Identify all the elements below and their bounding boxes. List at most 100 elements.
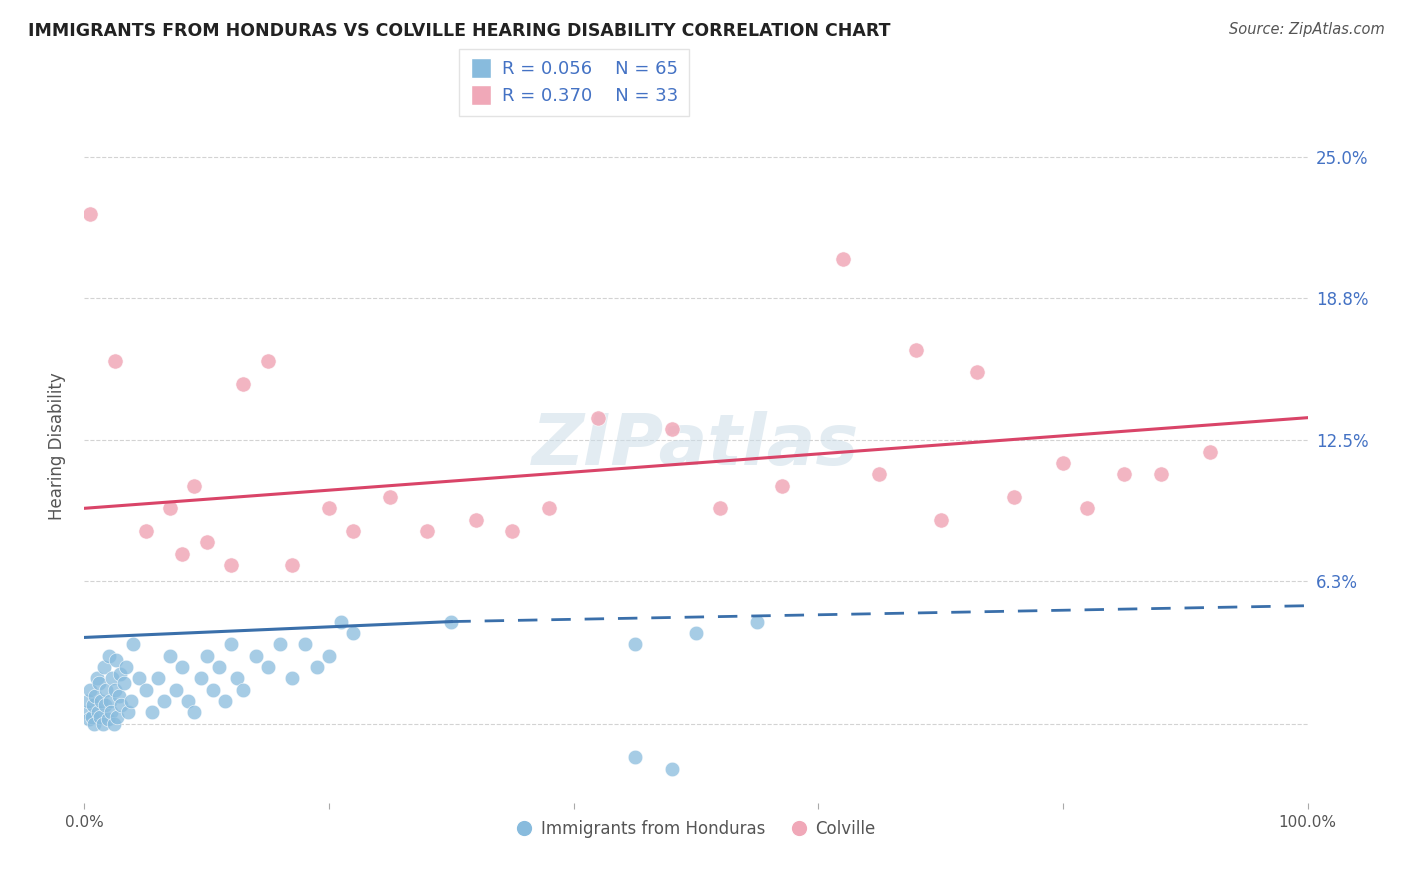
Point (120, 694, 142, 708)
Point (294, 637, 316, 651)
Point (107, 690, 129, 704)
Point (305, 660, 328, 674)
Point (1198, 444, 1220, 458)
Point (966, 365, 988, 379)
Point (869, 467, 891, 482)
Text: IMMIGRANTS FROM HONDURAS VS COLVILLE HEARING DISABILITY CORRELATION CHART: IMMIGRANTS FROM HONDURAS VS COLVILLE HEA… (28, 22, 890, 40)
Point (141, 705, 163, 719)
Point (502, 524, 524, 538)
Point (232, 682, 254, 697)
Text: ZIPatlas: ZIPatlas (533, 411, 859, 481)
Point (89, 709, 111, 723)
Point (195, 535, 218, 549)
Point (1076, 501, 1098, 516)
Point (83, 716, 105, 731)
Point (177, 694, 200, 708)
Point (80, 709, 103, 723)
Y-axis label: Hearing Disability: Hearing Disability (48, 372, 66, 520)
Point (153, 694, 176, 708)
Point (90, 694, 112, 708)
Point (1114, 467, 1136, 482)
Point (464, 513, 486, 527)
Text: Source: ZipAtlas.com: Source: ZipAtlas.com (1229, 22, 1385, 37)
Point (245, 648, 267, 663)
Point (770, 478, 793, 492)
Point (416, 524, 439, 538)
Point (135, 682, 157, 697)
Legend: Immigrants from Honduras, Colville: Immigrants from Honduras, Colville (509, 814, 883, 845)
Point (232, 376, 254, 391)
Point (97, 712, 120, 726)
Point (82, 698, 104, 713)
Point (709, 501, 731, 516)
Point (112, 675, 135, 690)
Point (183, 705, 205, 719)
Point (257, 660, 280, 674)
Point (108, 666, 131, 681)
Point (93, 660, 115, 674)
Point (624, 637, 647, 651)
Point (201, 682, 224, 697)
Point (128, 671, 150, 685)
Point (79, 682, 101, 697)
Point (94, 698, 117, 713)
Point (342, 626, 364, 640)
Point (661, 762, 683, 776)
Point (100, 705, 122, 719)
Point (269, 637, 291, 651)
Point (84, 690, 107, 704)
Point (172, 547, 194, 561)
Point (538, 501, 561, 516)
Point (77, 694, 100, 708)
Point (624, 750, 647, 764)
Point (91, 716, 114, 731)
Point (831, 252, 853, 266)
Point (105, 653, 128, 667)
Point (97, 648, 120, 663)
Point (1002, 490, 1025, 504)
Point (183, 478, 205, 492)
Point (146, 671, 169, 685)
Point (135, 524, 157, 538)
Point (87, 705, 110, 719)
Point (79, 207, 101, 221)
Point (87, 675, 110, 690)
Point (86, 671, 108, 685)
Point (104, 682, 127, 697)
Point (159, 648, 181, 663)
Point (159, 501, 181, 516)
Point (281, 671, 304, 685)
Point (905, 343, 928, 357)
Point (77, 712, 100, 726)
Point (342, 524, 364, 538)
Point (190, 671, 212, 685)
Point (1052, 456, 1074, 470)
Point (380, 490, 402, 504)
Point (101, 671, 124, 685)
Point (318, 648, 340, 663)
Point (76, 705, 98, 719)
Point (219, 637, 242, 651)
Point (219, 558, 242, 572)
Point (195, 648, 218, 663)
Point (685, 626, 707, 640)
Point (281, 558, 304, 572)
Point (172, 660, 194, 674)
Point (226, 671, 249, 685)
Point (747, 615, 769, 629)
Point (929, 513, 952, 527)
Point (208, 660, 231, 674)
Point (257, 354, 280, 368)
Point (1150, 467, 1173, 482)
Point (117, 705, 139, 719)
Point (330, 615, 353, 629)
Point (661, 422, 683, 436)
Point (586, 410, 609, 425)
Point (440, 615, 463, 629)
Point (318, 501, 340, 516)
Point (115, 660, 138, 674)
Point (110, 698, 132, 713)
Point (96, 682, 118, 697)
Point (165, 682, 187, 697)
Point (105, 709, 128, 723)
